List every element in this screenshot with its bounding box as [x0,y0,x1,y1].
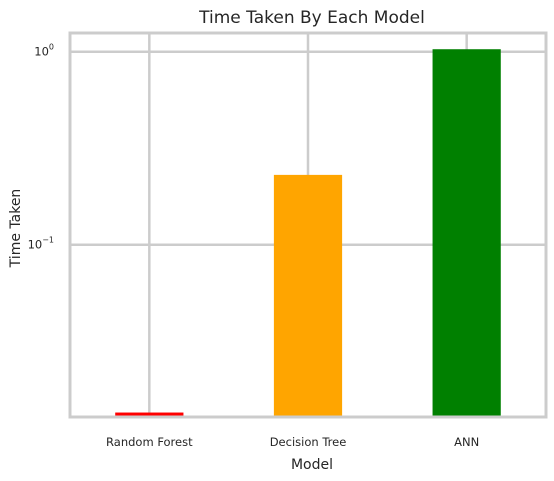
y-tick-label-1: 10−1 [28,236,54,252]
x-axis-label: Model [291,457,333,473]
chart-title: Time Taken By Each Model [198,8,425,28]
plot-area: Random Forest Decision Tree ANN 100 10−1 [28,31,548,449]
x-tick-label-1: Decision Tree [270,435,347,449]
x-tick-label-0: Random Forest [106,435,193,449]
y-tick-label-0: 100 [34,43,54,59]
bar-2 [432,49,501,418]
bar-1 [273,174,343,417]
y-axis-label: Time Taken [8,189,24,269]
bar-0 [115,412,184,417]
plot-frame [68,31,548,419]
x-tick-label-2: ANN [454,435,479,449]
